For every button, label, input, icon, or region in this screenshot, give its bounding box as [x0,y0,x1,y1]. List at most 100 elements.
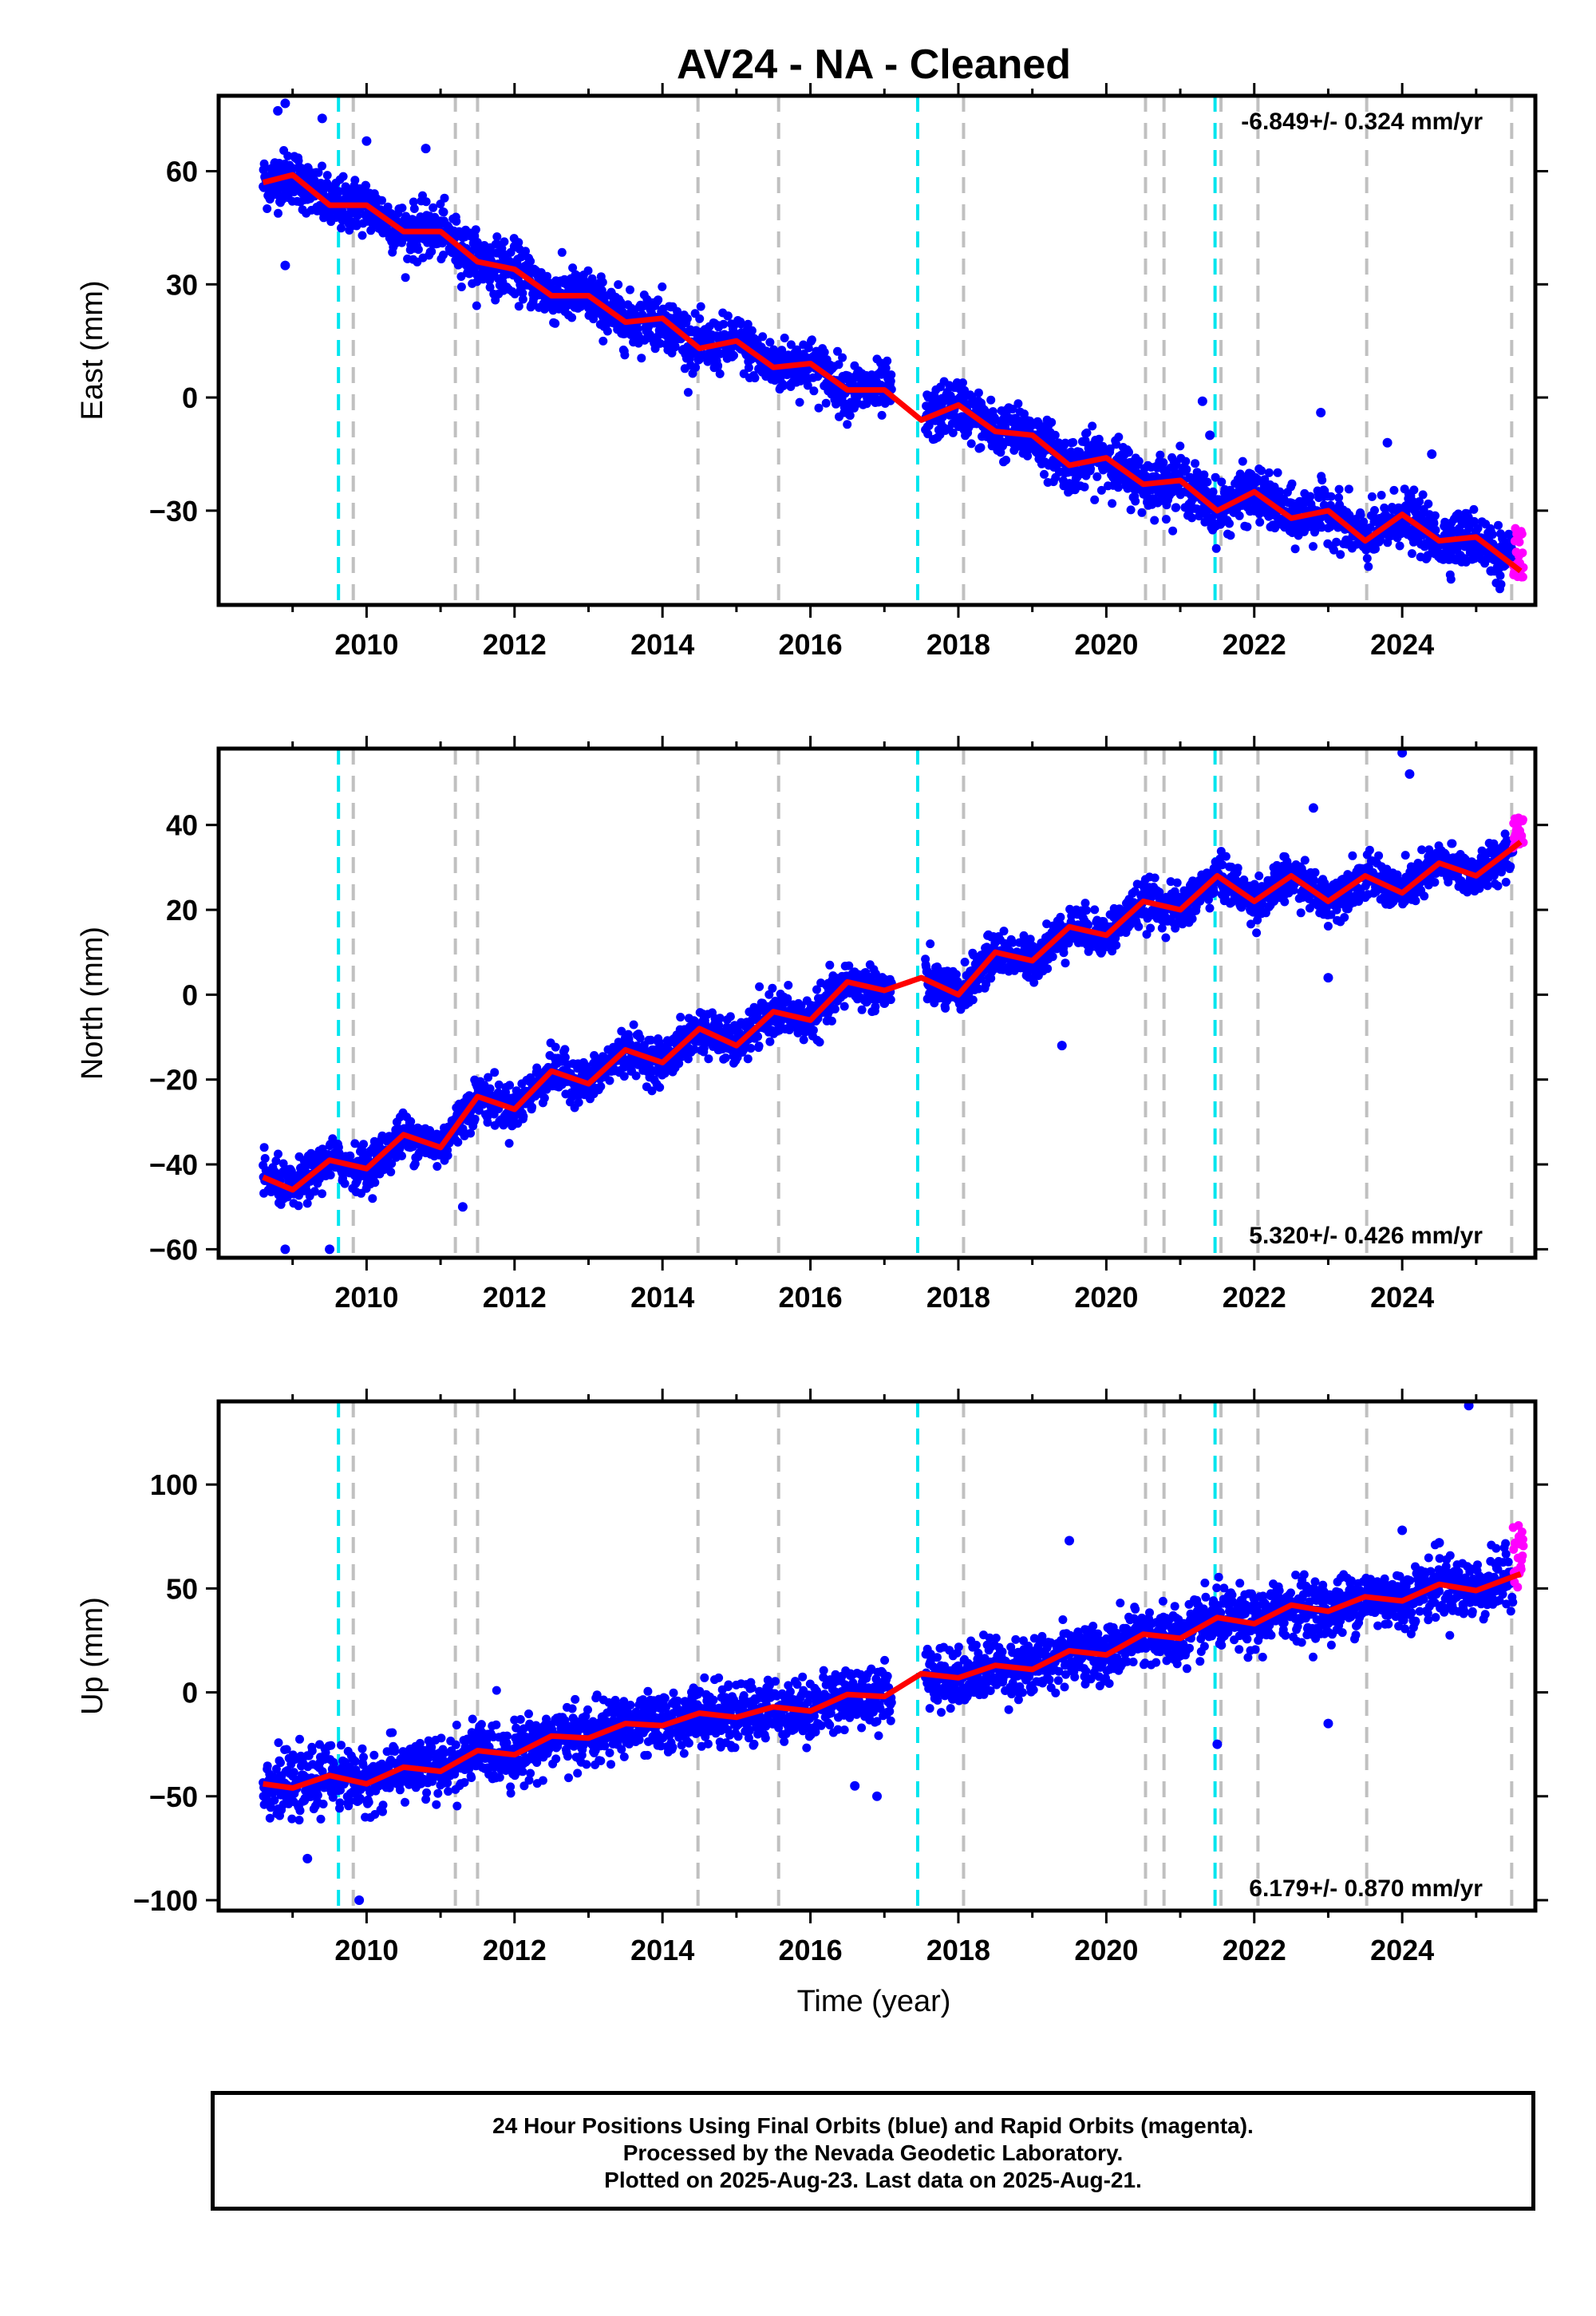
final-orbit-point [560,1045,570,1054]
final-orbit-point [784,981,793,990]
outlier-point [1427,449,1437,459]
final-orbit-point [500,237,509,247]
final-orbit-point [614,1037,623,1047]
outlier-point [509,242,519,252]
final-orbit-point [1309,542,1317,551]
final-orbit-point [1069,437,1078,447]
final-orbit-point [808,1026,818,1035]
final-orbit-point [795,397,804,407]
final-orbit-point [377,196,386,205]
final-orbit-point [825,960,835,970]
final-orbit-point [1255,517,1265,527]
final-orbit-point [670,342,680,351]
final-orbit-point [786,340,796,350]
final-orbit-point [1429,519,1439,528]
final-orbit-point [1181,456,1191,466]
final-orbit-point [1487,530,1497,539]
outlier-point [361,136,372,146]
final-orbit-point [758,332,768,342]
final-orbit-point [1290,544,1300,554]
x-tick-label: 2012 [483,628,547,661]
final-orbit-point [777,346,787,355]
final-orbit-point [834,360,843,370]
final-orbit-point [923,429,933,439]
final-orbit-point [689,1045,699,1054]
final-orbit-point [587,274,597,283]
final-orbit-point [799,1035,808,1045]
final-orbit-point [527,1102,537,1112]
final-orbit-point [1494,520,1503,530]
final-orbit-point [322,179,332,188]
final-orbit-point [1287,479,1297,488]
final-orbit-point [1326,492,1336,501]
final-orbit-point [1050,430,1060,440]
final-orbit-point [827,1016,836,1026]
final-orbit-point [747,326,757,335]
final-orbit-point [1473,524,1483,533]
final-orbit-point [948,428,958,437]
final-orbit-point [1019,931,1029,940]
final-orbit-point [1080,482,1089,492]
final-orbit-point [1052,944,1061,954]
final-orbit-point [1334,493,1344,503]
final-orbit-point [1080,436,1090,445]
final-orbit-point [1377,491,1386,500]
final-orbit-point [596,1081,606,1091]
final-orbit-point [505,1081,515,1090]
final-orbit-point [346,1151,355,1160]
final-orbit-point [845,411,855,421]
final-orbit-point [504,1139,514,1148]
final-orbit-point [1217,477,1227,487]
final-orbit-point [833,346,842,356]
final-orbit-point [1191,459,1200,468]
final-orbit-point [456,283,466,291]
final-orbit-point [704,1054,713,1064]
final-orbit-point [958,378,967,388]
final-orbit-point [974,388,983,397]
final-orbit-point [715,1014,725,1023]
final-orbit-point [807,335,816,345]
plot-frame [216,93,1538,607]
plot-area-east [259,96,1528,605]
outlier-point [1205,430,1215,441]
final-orbit-point [483,1117,492,1127]
final-orbit-point [260,1154,270,1163]
final-orbit-point [695,314,705,323]
final-orbit-point [780,334,789,342]
final-orbit-point [1043,964,1053,974]
final-orbit-point [1156,450,1165,460]
final-orbit-point [452,216,461,226]
final-orbit-point [743,319,753,329]
final-orbit-point [1171,460,1181,469]
final-orbit-point [1430,511,1440,520]
final-orbit-point [401,273,410,283]
final-orbit-point [682,314,692,323]
final-orbit-point [1025,935,1035,944]
x-tick-label: 2014 [630,628,694,661]
final-orbit-point [259,159,269,168]
final-orbit-point [314,168,323,177]
x-tick-label: 2016 [779,628,843,661]
final-orbit-point [1175,441,1185,451]
rapid-orbit-point [1518,548,1527,558]
final-orbit-point [440,193,449,203]
final-orbit-point [471,225,480,235]
final-orbit-point [1013,399,1023,409]
final-orbit-point [302,1199,312,1208]
final-orbit-point [926,939,935,949]
final-orbit-point [433,1162,442,1171]
final-orbit-point [1356,510,1365,520]
final-orbit-point [737,319,746,329]
outlier-point [421,144,431,154]
y-tick-label: 60 [166,156,198,188]
final-orbit-point [1112,440,1121,449]
final-orbit-point [1446,575,1456,584]
final-orbit-point [1423,551,1432,560]
final-orbit-point [1161,515,1171,524]
final-orbit-point [1418,490,1428,500]
final-orbit-point [1182,464,1191,474]
final-orbit-point [676,1013,685,1022]
final-orbit-point [1242,522,1252,532]
final-orbit-point [871,1002,880,1011]
